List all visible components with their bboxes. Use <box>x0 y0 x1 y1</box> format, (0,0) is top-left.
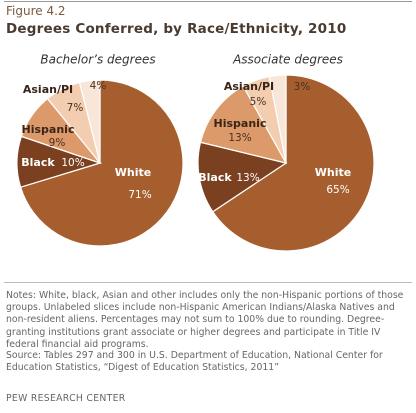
rule <box>4 282 412 283</box>
category-label: Asian/PI <box>224 80 274 93</box>
notes: Notes: White, black, Asian and other inc… <box>6 290 404 350</box>
value-label: 4% <box>90 80 107 92</box>
chart-title: Degrees Conferred, by Race/Ethnicity, 20… <box>6 21 347 37</box>
category-label: White <box>115 166 151 179</box>
pie-slice <box>211 74 375 252</box>
pie-slice <box>199 85 288 164</box>
pie-slice <box>197 141 288 213</box>
value-label: 5% <box>250 96 267 108</box>
value-label: 71% <box>128 189 151 201</box>
pie-slice <box>78 79 101 164</box>
pie-slice <box>268 74 287 164</box>
source: Source: Tables 297 and 300 in U.S. Depar… <box>6 350 383 374</box>
category-label: Asian/PI <box>23 83 73 96</box>
value-label: 7% <box>67 102 84 114</box>
pie-title: Associate degrees <box>232 53 343 67</box>
value-label: 10% <box>61 157 84 169</box>
category-label: Black <box>198 171 232 184</box>
category-label: Black <box>21 156 55 169</box>
chart: Bachelor’s degrees White 71% Black 10% Hispan… <box>16 53 375 252</box>
category-label: Hispanic <box>214 117 267 130</box>
rule <box>4 1 412 2</box>
value-label: 3% <box>294 81 311 93</box>
credit: PEW RESEARCH CENTER <box>6 393 126 404</box>
category-label: Hispanic <box>22 123 75 136</box>
value-label: 9% <box>49 137 66 149</box>
value-label: 13% <box>236 172 259 184</box>
value-label: 65% <box>326 184 349 196</box>
category-label: White <box>315 166 351 179</box>
pie-title: Bachelor’s degrees <box>40 53 155 67</box>
figure-label: Figure 4.2 <box>6 4 66 18</box>
value-label: 13% <box>228 132 251 144</box>
